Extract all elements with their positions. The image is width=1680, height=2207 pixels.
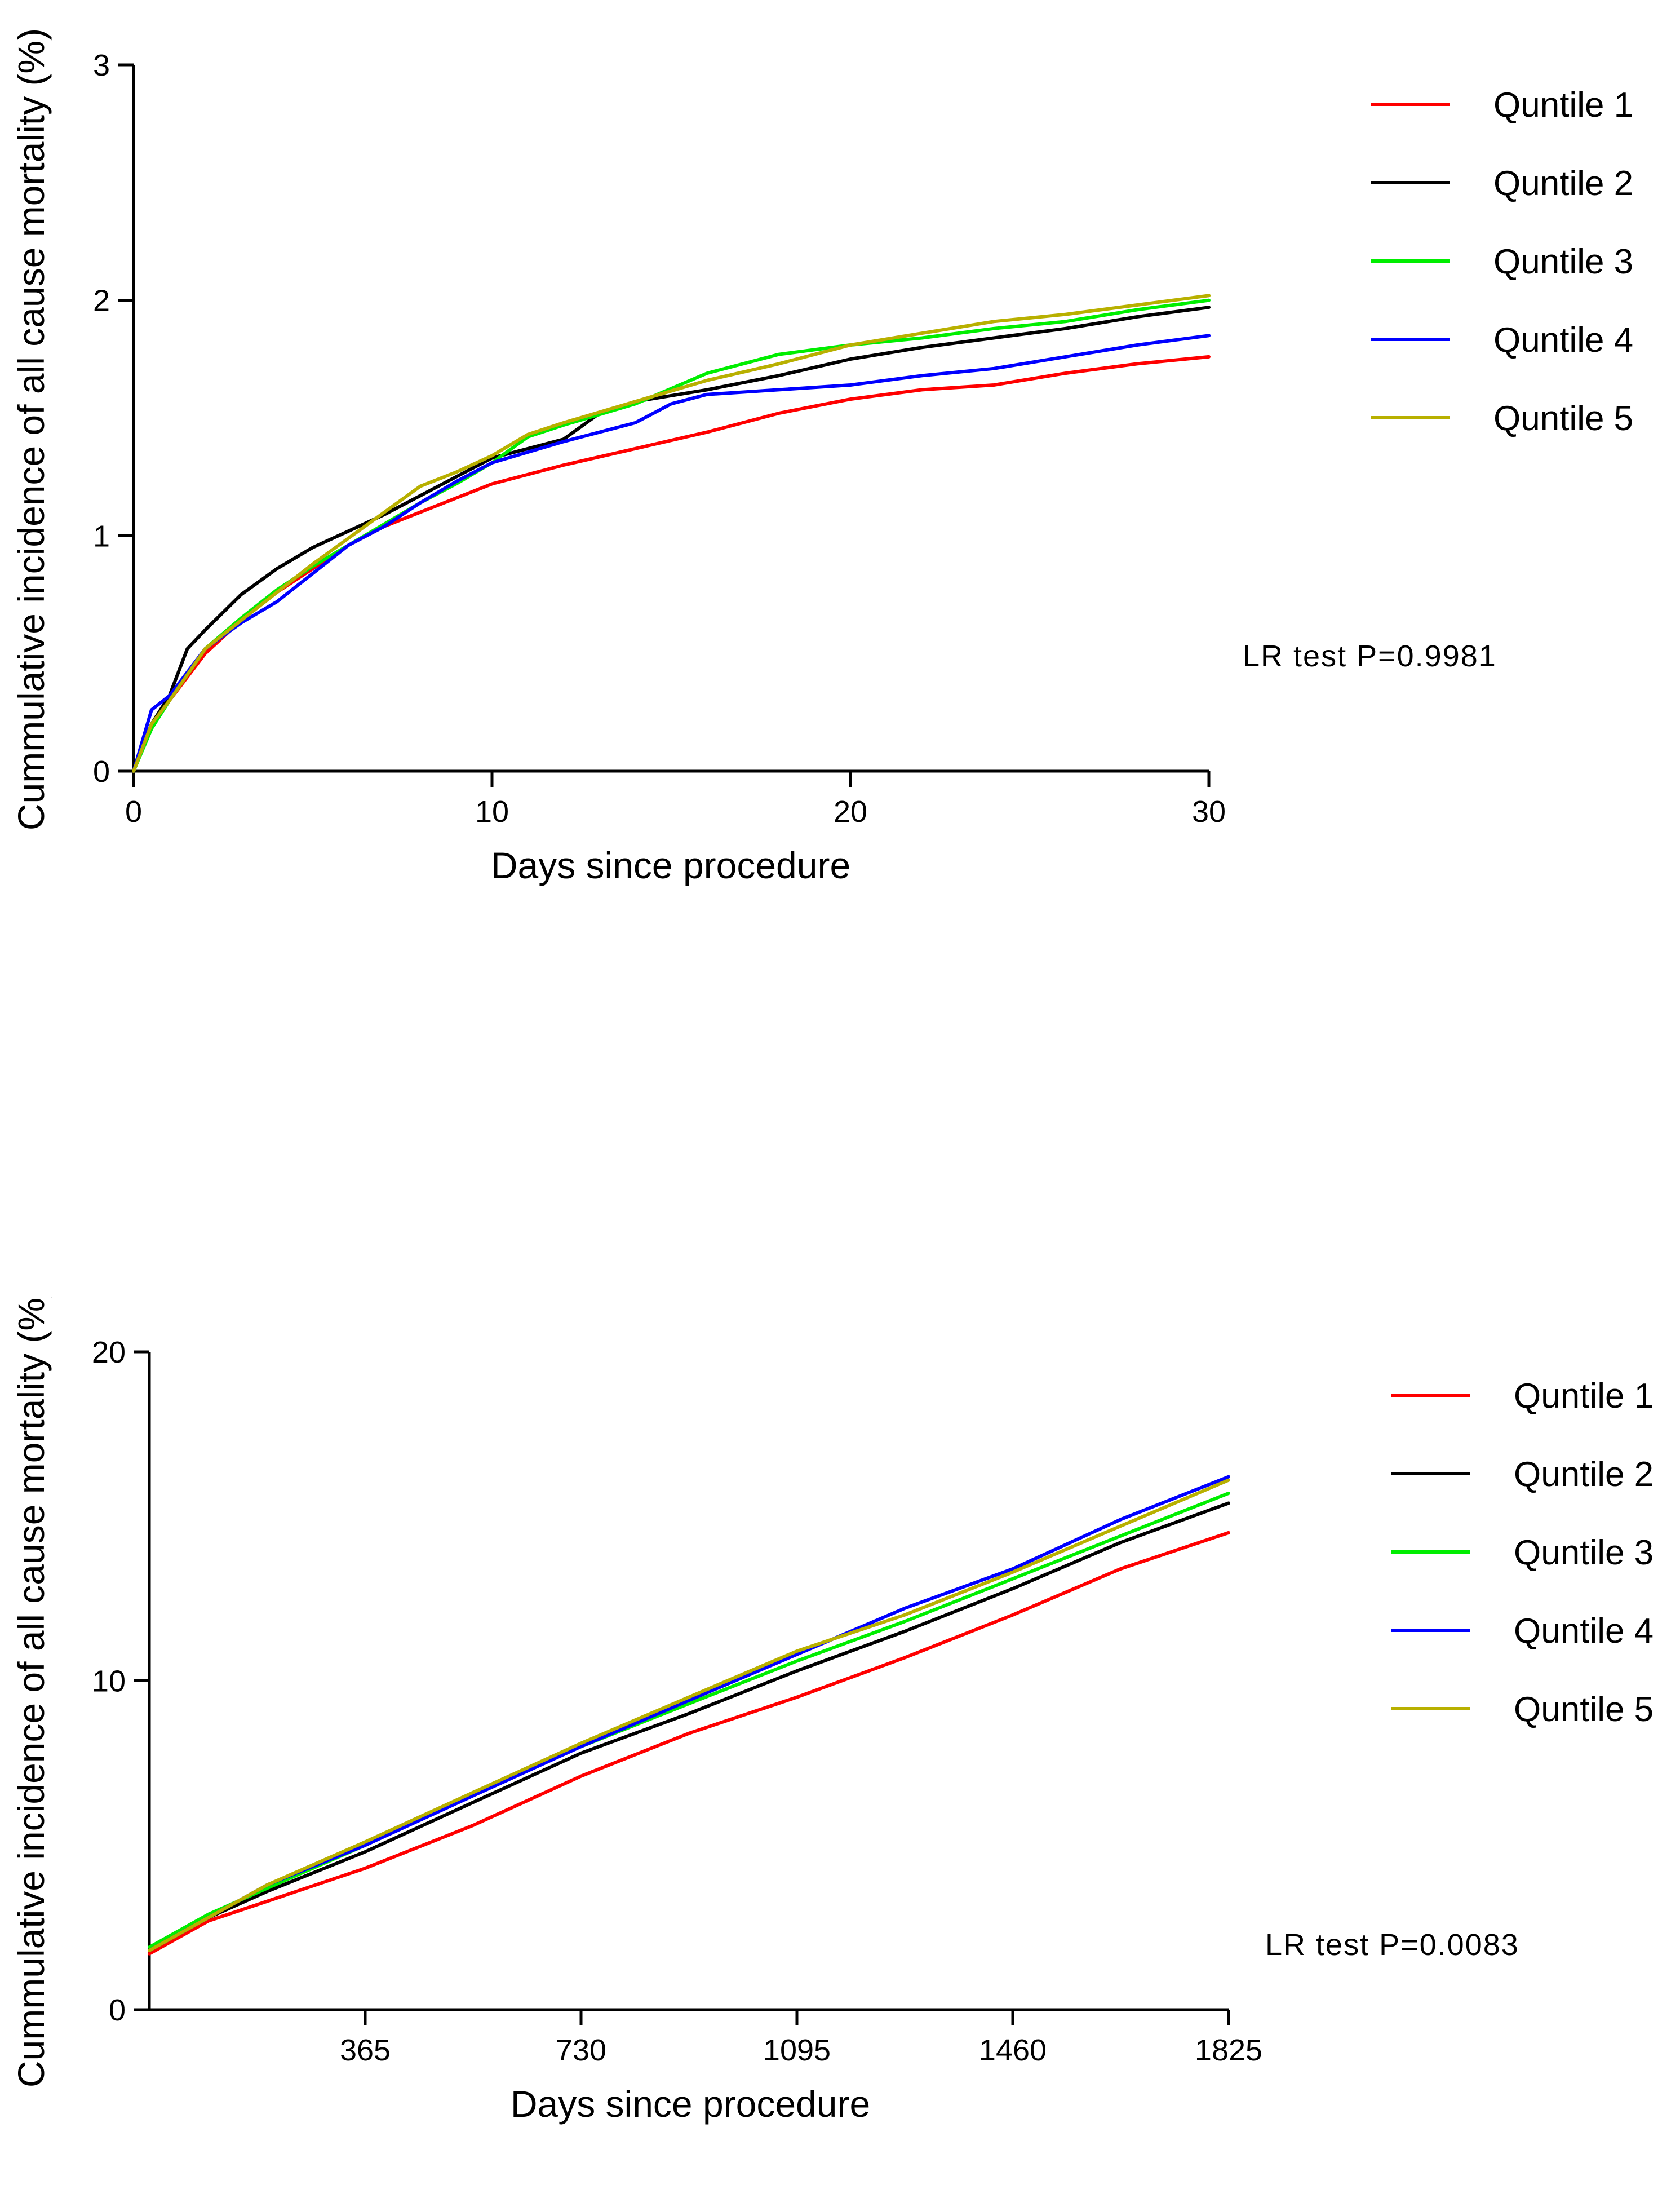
series-line-quntile-1 — [148, 1531, 1230, 1956]
y-axis-title: Cummulative incidence of all cause morta… — [10, 1297, 52, 2087]
top-chart-panel: 0 1 2 3 0 10 20 30 Days since procedure Cummulati… — [0, 0, 1680, 1026]
bottom-chart-panel: 0 10 20 365 730 1095 1460 1825 Days since proced… — [0, 1285, 1680, 2204]
x-tick-label: 30 — [1192, 795, 1226, 829]
y-tick-label: 10 — [92, 1665, 126, 1699]
y-tick-label: 2 — [93, 284, 110, 318]
y-tick-label: 0 — [93, 755, 110, 789]
x-tick-label: 1825 — [1195, 2033, 1262, 2067]
legend-label: Quntile 1 — [1493, 86, 1633, 125]
y-tick-label: 3 — [93, 48, 110, 82]
legend-label: Quntile 3 — [1493, 242, 1633, 281]
legend-label: Quntile 2 — [1493, 164, 1633, 203]
x-tick-label: 10 — [475, 795, 509, 829]
legend-label: Quntile 3 — [1514, 1533, 1654, 1572]
legend-label: Quntile 4 — [1493, 321, 1633, 360]
x-tick-label: 0 — [125, 795, 142, 829]
x-tick-label: 365 — [340, 2033, 391, 2067]
lr-test-annotation: LR test P=0.9981 — [1243, 639, 1497, 673]
series-line-quntile-3 — [132, 298, 1211, 773]
series-line-quntile-4 — [132, 334, 1211, 773]
x-tick-label: 1460 — [979, 2033, 1047, 2067]
series-line-quntile-2 — [132, 306, 1211, 773]
series-line-quntile-5 — [148, 1478, 1230, 1952]
x-tick-label: 730 — [556, 2033, 606, 2067]
series-line-quntile-1 — [132, 355, 1211, 773]
legend-label: Quntile 1 — [1514, 1377, 1654, 1416]
legend-label: Quntile 5 — [1514, 1690, 1654, 1729]
y-tick-label: 1 — [93, 519, 110, 553]
lr-test-annotation: LR test P=0.0083 — [1265, 1928, 1519, 1962]
legend-label: Quntile 5 — [1493, 399, 1633, 438]
x-tick-label: 1095 — [763, 2033, 831, 2067]
bottom-chart: 0 10 20 365 730 1095 1460 1825 Days since proced… — [10, 1285, 1654, 2125]
x-tick-label: 20 — [834, 795, 867, 829]
series-line-quntile-3 — [148, 1491, 1230, 1949]
series-line-quntile-2 — [148, 1501, 1230, 1952]
y-tick-label: 0 — [109, 1993, 126, 2027]
y-tick-label: 20 — [92, 1335, 126, 1369]
x-axis-title: Days since procedure — [491, 844, 850, 886]
legend-label: Quntile 4 — [1514, 1612, 1654, 1651]
y-axis-title: Cummulative incidence of all cause morta… — [10, 28, 52, 830]
x-axis-title: Days since procedure — [511, 2083, 870, 2125]
legend-label: Quntile 2 — [1514, 1455, 1654, 1494]
series-line-quntile-5 — [132, 294, 1211, 773]
